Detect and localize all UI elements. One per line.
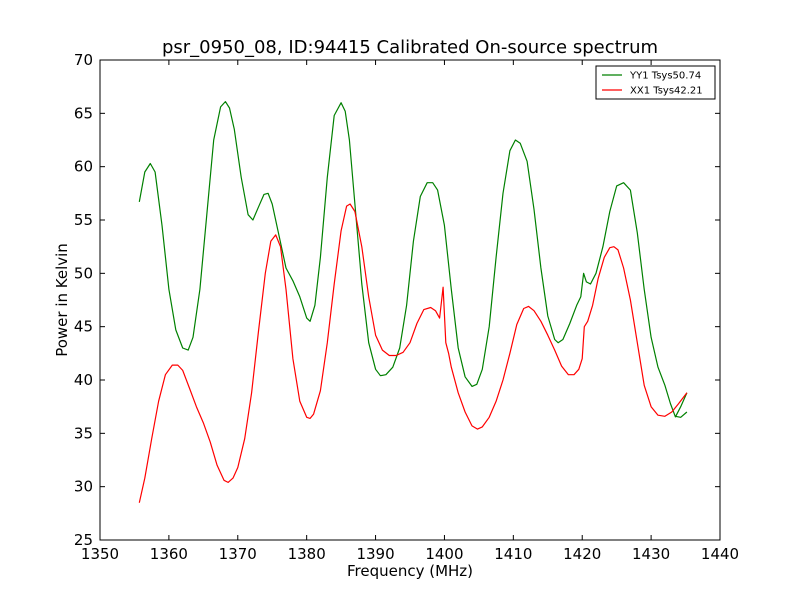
y-tick-label: 60: [74, 158, 93, 176]
y-tick-label: 65: [74, 104, 93, 122]
series-lines: [138, 100, 688, 503]
x-tick-label: 1440: [701, 545, 739, 563]
series-line-yy1: [138, 100, 688, 418]
legend: YY1 Tsys50.74 XX1 Tsys42.21: [595, 65, 716, 100]
x-tick-label: 1410: [494, 545, 532, 563]
x-axis-label: Frequency (MHz): [347, 562, 473, 580]
series-line-yy1-tail: [674, 392, 688, 418]
y-axis-label: Power in Kelvin: [53, 243, 71, 357]
y-tick-label: 50: [74, 264, 93, 282]
y-tick-label: 45: [74, 318, 93, 336]
y-tick-label: 30: [74, 478, 93, 496]
x-tick-label: 1350: [81, 545, 119, 563]
x-tick-label: 1420: [563, 545, 601, 563]
x-tick-label: 1380: [288, 545, 326, 563]
x-tick-label: 1360: [150, 545, 188, 563]
legend-label: YY1 Tsys50.74: [629, 71, 701, 82]
series-line-xx1: [138, 203, 688, 503]
plot-frame: [99, 59, 721, 541]
y-tick-label: 25: [74, 531, 93, 549]
x-tick-label: 1400: [425, 545, 463, 563]
x-tick-label: 1370: [219, 545, 257, 563]
chart-title: psr_0950_08, ID:94415 Calibrated On-sour…: [162, 37, 658, 58]
legend-box: [595, 65, 716, 100]
y-tick-label: 70: [74, 51, 93, 69]
y-tick-label: 55: [74, 211, 93, 229]
y-tick-label: 35: [74, 424, 93, 442]
legend-label: XX1 Tsys42.21: [630, 86, 703, 97]
x-tick-label: 1390: [356, 545, 394, 563]
axis-ticks: 1350 1360 1370 1380 1390 1400 1410 1420 1430 1440…: [74, 51, 739, 563]
x-tick-label: 1430: [632, 545, 670, 563]
y-tick-label: 40: [74, 371, 93, 389]
